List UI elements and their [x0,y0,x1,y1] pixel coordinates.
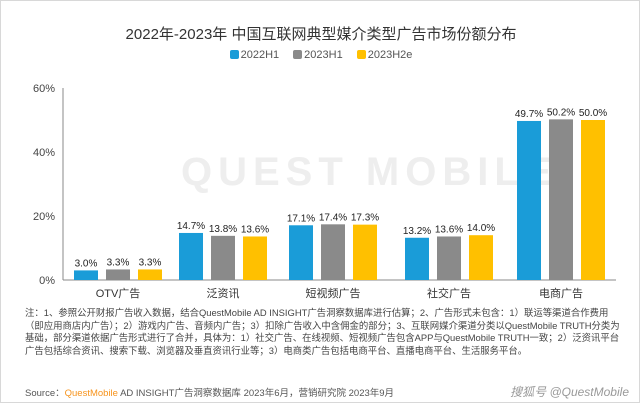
legend-item: 2023H1 [293,49,343,61]
legend-label: 2023H1 [304,49,343,61]
legend-swatch [229,50,239,59]
bar [138,269,162,280]
x-tick-label: 电商广告 [539,286,583,300]
source-label: Source： [25,388,65,399]
data-label: 3.3% [107,257,130,268]
data-label: 3.3% [139,257,162,268]
bar [469,235,493,280]
bar [517,120,541,281]
bar [289,225,313,280]
footnote: 注：1、参照公开财报广告收入数据，结合QuestMobile AD INSIGH… [25,307,620,356]
legend-label: 2022H1 [240,49,280,61]
legend-swatch [356,50,366,59]
source-text: AD INSIGHT广告洞察数据库 2023年6月，营销研究院 2023年9月 [117,388,395,399]
y-tick-label: 40% [33,147,55,159]
data-label: 17.4% [319,212,347,223]
bar [549,119,573,280]
bar [106,269,130,280]
y-tick-label: 0% [39,275,55,287]
source: Source：QuestMobile AD INSIGHT广告洞察数据库 202… [25,385,394,399]
data-label: 14.7% [177,221,205,232]
legend: 2022H1 2023H1 2023H2e [1,49,639,61]
bar [353,224,377,280]
data-label: 13.6% [435,224,463,235]
legend-label: 2023H2e [367,49,413,61]
data-label: 50.2% [547,107,575,118]
data-label: 13.8% [209,224,237,235]
bar [74,270,98,280]
background-watermark: QUEST MOBILE [181,150,558,194]
data-label: 13.2% [403,226,431,237]
y-tick-label: 20% [33,211,55,223]
data-label: 13.6% [241,224,269,235]
x-tick-label: 泛资讯 [207,287,240,300]
bar [211,235,235,280]
data-label: 50.0% [579,108,607,119]
data-label: 49.7% [515,109,543,120]
source-brand: QuestMobile [64,388,118,399]
legend-swatch [293,50,303,59]
bar [437,236,461,280]
bar [405,237,429,280]
data-label: 3.0% [75,258,98,269]
bar [179,232,203,280]
data-label: 17.3% [351,213,379,224]
legend-item: 2023H2e [356,49,413,61]
watermark: 搜狐号 @QuestMobile [510,385,629,399]
x-tick-label: OTV广告 [96,287,141,300]
y-tick-label: 60% [33,83,55,95]
plot-area: 0% 20% 40% 60% OTV广告 3.0% 3.3% 3.3% 泛资讯 14.7% 13.8… [33,83,616,300]
bar [581,120,605,280]
chart-title: 2022年-2023年 中国互联网典型媒介类型广告市场份额分布 [125,26,517,43]
legend-item: 2022H1 [229,49,280,61]
x-tick-label: 社交广告 [427,286,471,300]
bar [321,224,345,280]
x-tick-label: 短视频广告 [306,286,361,300]
bar [243,236,267,280]
data-label: 14.0% [467,223,495,234]
data-label: 17.1% [287,213,315,224]
